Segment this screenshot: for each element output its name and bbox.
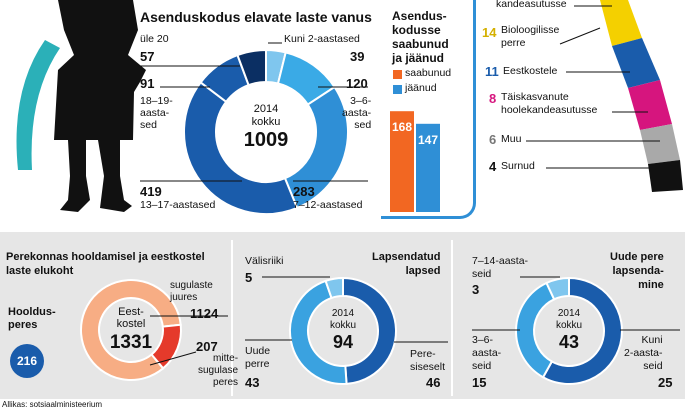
adopted-title: Lapsendatud lapsed [372,251,441,277]
reason-5-value: 4 [489,159,497,174]
adopted-center-total: 94 [332,332,354,352]
hooldus-label: Hooldus- peres [8,306,56,331]
value-ule20: 57 [140,49,155,64]
new-family-value: 43 [245,375,260,390]
slice-nonrelatives [150,323,182,370]
label-13-17: 13–17-aastased [140,199,216,211]
new-family-label: Uude perre [245,345,271,370]
foster-title: Perekonnas hooldamisel ja eestkostel las… [6,251,205,277]
legend-swatch-stayed [393,85,402,94]
reason-4-value: 6 [489,132,497,147]
age-7-14-value: 3 [472,282,480,297]
hooldus-value-badge: 216 [10,344,44,378]
foster-center-total: 1331 [109,332,153,353]
age-center-year: 2014 [253,103,279,115]
foster-donut-chart [80,279,182,381]
reason-0-label: kandeasutusse [496,0,567,10]
slice-own-family [342,276,397,385]
slice-7-14-seid [545,276,570,301]
bar-stayed-label: 147 [418,133,438,147]
legend-label-arrived: saabunud [405,67,452,79]
slice-7-12 [283,85,349,210]
reason-3-value: 8 [489,91,497,106]
slice-relatives [80,279,182,381]
reasons-leader-lines [526,5,664,169]
reason-1-value: 14 [482,25,497,40]
foster-center-label: Eest- kostel [116,306,146,330]
source-note: Allikas: sotsiaalministeerium [2,400,103,409]
own-family-value: 46 [426,375,441,390]
label-18-19: 18–19- aasta- sed [140,95,173,131]
bar-arrived [390,111,414,212]
abroad-label: Välisriiki [245,255,284,267]
bar-stayed [416,123,440,212]
label-3-6: 3–6- aasta- sed [342,95,372,131]
slice-abroad [324,276,344,300]
reason-3-label: Täiskasvanute hoolekandeasutusse [501,91,598,116]
legend-label-stayed: jäänud [405,82,437,94]
value-kuni2: 39 [350,49,365,64]
nonrelatives-label: mitte- sugulase peres [198,353,239,388]
age-center-total: 1009 [243,129,289,151]
arrivals-title: Asendus- kodusse saabunud ja jäänud [392,9,449,65]
label-ule20: üle 20 [140,33,169,45]
reason-1-label: Bioloogilisse perre [501,24,560,49]
adopted-donut-chart [289,276,397,385]
reason-4-label: Muu [501,133,522,145]
age-7-14-label: 7–14-aasta- seid [472,255,529,280]
arrivals-bar-chart: 168 147 [390,111,440,212]
slice-ule-20 [236,48,267,87]
label-7-12: 7–12-aastased [293,199,363,211]
relatives-label: sugulaste juures [170,280,213,303]
arrivals-panel [381,0,476,219]
newfamily-title: Uude pere lapsenda- mine [610,251,664,291]
value-13-17: 419 [140,184,162,199]
value-18-19: 91 [140,76,155,91]
slice-kuni-2-seid [541,276,623,385]
relatives-value: 1124 [190,306,219,321]
reason-2-value: 11 [485,64,499,79]
own-family-label: Pere- siseselt [410,348,446,373]
age-3-6-value: 15 [472,375,487,390]
newfamily-center-label: kokku [555,320,583,331]
label-kuni2: Kuni 2-aastased [284,33,360,45]
adopted-center-year: 2014 [331,308,355,319]
reason-2-label: Eestkostele [503,65,558,77]
kuni2-value: 25 [658,375,673,390]
child-silhouette-illustration [54,0,146,212]
abroad-value: 5 [245,270,253,285]
adopted-center-label: kokku [329,320,357,331]
newfamily-donut-chart [515,276,623,385]
bar-arrived-label: 168 [392,120,412,134]
kuni2-label: Kuni 2-aasta- seid [624,334,663,372]
legend-swatch-arrived [393,70,402,79]
reason-5-label: Surnud [501,160,535,172]
age-3-6-label: 3–6- aasta- seid [472,334,502,372]
nonrelatives-value: 207 [196,339,218,354]
slice-new-family [289,279,348,385]
newfamily-center-year: 2014 [557,308,581,319]
value-7-12: 283 [293,184,315,199]
age-chart-title: Asenduskodus elavate laste vanus [140,9,372,25]
age-center-label: kokku [251,116,281,128]
newfamily-center-total: 43 [558,332,580,352]
age-leader-lines [140,42,368,182]
